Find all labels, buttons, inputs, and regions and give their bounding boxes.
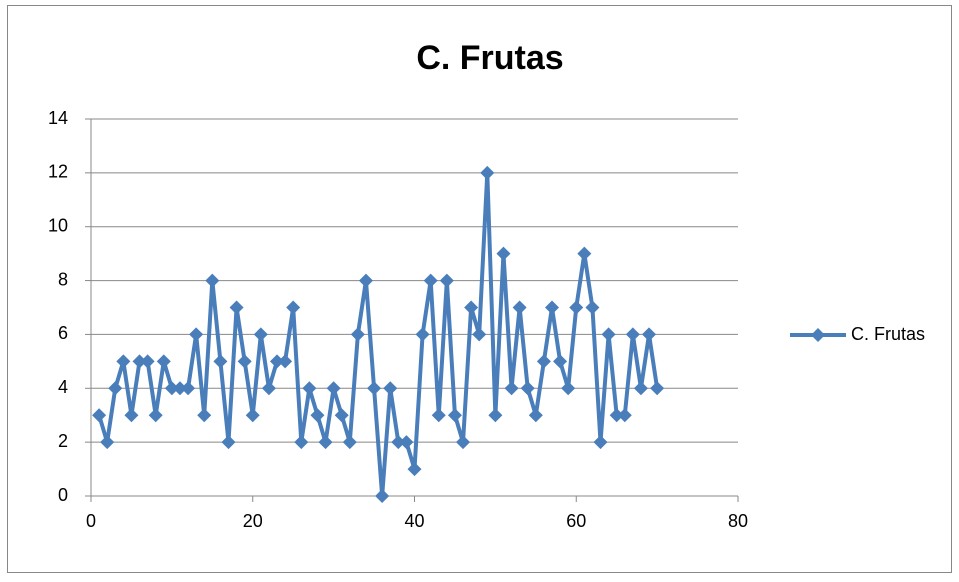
y-tick-label: 12 xyxy=(48,162,68,182)
data-point xyxy=(439,273,454,288)
data-point xyxy=(593,435,608,450)
data-point xyxy=(310,408,325,423)
y-tick-label: 0 xyxy=(58,485,68,505)
data-point xyxy=(350,327,365,342)
data-point xyxy=(132,354,147,369)
x-tick-label: 20 xyxy=(243,511,263,531)
data-point xyxy=(585,300,600,315)
data-point xyxy=(528,408,543,423)
data-point xyxy=(108,381,123,396)
x-tick-label: 0 xyxy=(86,511,96,531)
data-point xyxy=(375,489,390,503)
data-point xyxy=(447,408,462,423)
y-tick-label: 2 xyxy=(58,431,68,451)
data-point xyxy=(261,381,276,396)
data-point xyxy=(601,327,616,342)
series-line xyxy=(97,170,660,498)
data-point xyxy=(140,354,155,369)
data-point xyxy=(569,300,584,315)
data-point xyxy=(213,354,228,369)
data-point xyxy=(172,381,187,396)
data-point xyxy=(302,381,317,396)
y-tick-label: 14 xyxy=(48,108,68,128)
data-point xyxy=(472,327,487,342)
data-point xyxy=(553,354,568,369)
data-point xyxy=(286,300,301,315)
y-tick-label: 10 xyxy=(48,215,68,235)
x-tick-label: 80 xyxy=(728,511,748,531)
data-point xyxy=(181,381,196,396)
data-point xyxy=(245,408,260,423)
data-point xyxy=(342,435,357,450)
data-point xyxy=(391,435,406,450)
data-point xyxy=(504,381,519,396)
data-point xyxy=(156,354,171,369)
data-point xyxy=(650,381,665,396)
legend-label: C. Frutas xyxy=(851,324,925,344)
data-point xyxy=(488,408,503,423)
data-point xyxy=(642,327,657,342)
data-point xyxy=(334,408,349,423)
data-point xyxy=(609,408,624,423)
data-point xyxy=(221,435,236,450)
data-point xyxy=(189,327,204,342)
data-point xyxy=(116,354,131,369)
data-point xyxy=(512,300,527,315)
data-point xyxy=(326,381,341,396)
data-point xyxy=(399,435,414,450)
chart-title: C. Frutas xyxy=(416,39,563,77)
data-point xyxy=(431,408,446,423)
data-point xyxy=(383,381,398,396)
data-point xyxy=(480,165,495,180)
y-tick-label: 8 xyxy=(58,269,68,289)
data-point xyxy=(561,381,576,396)
data-point xyxy=(205,273,220,288)
data-point xyxy=(124,408,139,423)
data-point xyxy=(633,381,648,396)
data-point xyxy=(92,408,107,423)
data-point xyxy=(270,354,285,369)
data-point xyxy=(358,273,373,288)
data-point xyxy=(294,435,309,450)
data-point xyxy=(197,408,212,423)
data-point xyxy=(577,246,592,261)
data-point xyxy=(253,327,268,342)
data-point xyxy=(456,435,471,450)
data-point xyxy=(464,300,479,315)
data-point xyxy=(496,246,511,261)
data-point xyxy=(164,381,179,396)
y-tick-label: 6 xyxy=(58,323,68,343)
data-point xyxy=(625,327,640,342)
data-point xyxy=(237,354,252,369)
data-point xyxy=(367,381,382,396)
data-point xyxy=(544,300,559,315)
x-tick-label: 40 xyxy=(404,511,424,531)
data-point xyxy=(278,354,293,369)
data-point xyxy=(148,408,163,423)
data-point xyxy=(407,462,422,477)
data-point xyxy=(617,408,632,423)
data-point xyxy=(100,435,115,450)
x-tick-label: 60 xyxy=(566,511,586,531)
data-point xyxy=(536,354,551,369)
legend-marker xyxy=(811,328,825,342)
data-point xyxy=(318,435,333,450)
data-point xyxy=(229,300,244,315)
data-point xyxy=(520,381,535,396)
data-point xyxy=(415,327,430,342)
data-point xyxy=(423,273,438,288)
y-tick-label: 4 xyxy=(58,377,68,397)
